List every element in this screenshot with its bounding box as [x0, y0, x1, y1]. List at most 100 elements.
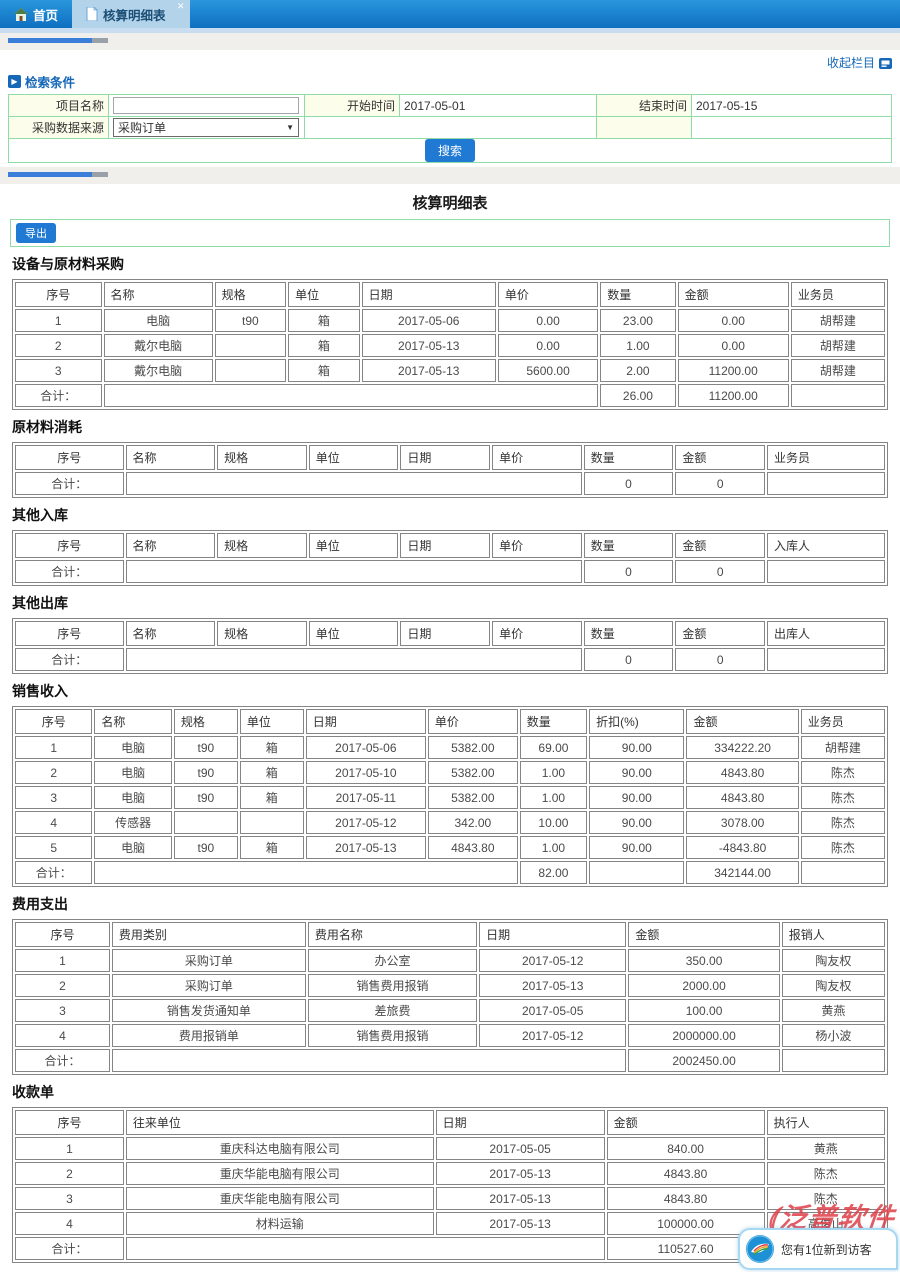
column-header: 往来单位: [125, 1110, 434, 1135]
column-header: 日期: [400, 445, 491, 470]
header-row: 序号 名称 规格 单位 日期 单价 数量 金额 业务员: [15, 445, 885, 470]
column-header: 出库人: [766, 621, 885, 646]
column-header: 日期: [361, 282, 496, 307]
table-row: 3 戴尔电脑 箱 2017-05-13 5600.00 2.00 11200.00 胡帮建: [15, 359, 885, 382]
export-button[interactable]: 导出: [16, 223, 56, 243]
column-header: 金额: [686, 709, 799, 734]
column-header: 业务员: [766, 445, 885, 470]
criteria-arrow-icon: ▶: [8, 75, 21, 88]
table-cell: 采购订单: [111, 974, 306, 997]
table-cell: 2: [15, 334, 102, 357]
table-cell: 2017-05-12: [479, 949, 627, 972]
column-header: 入库人: [766, 533, 885, 558]
total-cell: [125, 472, 582, 495]
tab-home[interactable]: 首页: [0, 0, 72, 28]
section-title-4: 销售收入: [12, 683, 68, 699]
empty-cell: [304, 116, 597, 139]
table-cell: 2: [15, 761, 93, 784]
total-cell: 0: [583, 648, 674, 671]
table-cell: 840.00: [606, 1137, 765, 1160]
search-button[interactable]: 搜索: [424, 139, 475, 162]
table-cell: 90.00: [589, 811, 685, 834]
table-cell: 3: [15, 786, 93, 809]
table-cell: 0.00: [677, 309, 789, 332]
horizontal-scrollbar-2[interactable]: [8, 172, 108, 177]
table-cell: [239, 811, 304, 834]
column-header: 金额: [675, 445, 765, 470]
criteria-table: 项目名称 开始时间 2017-05-01 结束时间 2017-05-15 采购数…: [8, 94, 892, 163]
project-name-input[interactable]: [113, 97, 299, 114]
column-header: 金额: [675, 621, 765, 646]
table-cell: 350.00: [628, 949, 780, 972]
header-row: 序号 费用类别 费用名称 日期 金额 报销人: [15, 922, 885, 947]
column-header: 序号: [15, 282, 102, 307]
table-cell: 箱: [239, 736, 304, 759]
column-header: 日期: [435, 1110, 605, 1135]
criteria-header: ▶ 检索条件: [0, 70, 900, 94]
horizontal-scrollbar[interactable]: [8, 38, 108, 43]
table-cell: [173, 811, 238, 834]
table-row: 4 费用报销单 销售费用报销 2017-05-12 2000000.00 杨小波: [15, 1024, 885, 1047]
table-cell: 100.00: [628, 999, 780, 1022]
header-row: 序号 名称 规格 单位 日期 单价 数量 金额 出库人: [15, 621, 885, 646]
table-row: 3 电脑 t90 箱 2017-05-11 5382.00 1.00 90.00 4843.80…: [15, 786, 885, 809]
table-row: 2 电脑 t90 箱 2017-05-10 5382.00 1.00 90.00 4843.80…: [15, 761, 885, 784]
data-table-4: 序号 名称 规格 单位 日期 单价 数量 折扣(%) 金额 业务员 1 电脑 t90 箱 2017-05-0…: [12, 706, 888, 887]
purchase-source-label: 采购数据来源: [8, 116, 109, 139]
data-table-0: 序号 名称 规格 单位 日期 单价 数量 金额 业务员 1 电脑 t90 箱 2017-05-06 0.00…: [12, 279, 888, 410]
table-cell: 重庆华能电脑有限公司: [125, 1162, 434, 1185]
purchase-source-select[interactable]: 采购订单 ▼: [113, 118, 299, 137]
total-row: 合计： 2002450.00: [15, 1049, 885, 1072]
tab-report[interactable]: 核算明细表 ✕: [72, 0, 190, 28]
table-cell: 陈杰: [766, 1162, 885, 1185]
table-cell: 5382.00: [427, 761, 518, 784]
section-title-0: 设备与原材料采购: [12, 256, 124, 272]
column-header: 数量: [600, 282, 676, 307]
collapse-row: 收起栏目: [0, 50, 900, 70]
table-cell: 陈杰: [766, 1187, 885, 1210]
table-cell: 4843.80: [686, 786, 799, 809]
column-header: 单位: [308, 533, 399, 558]
empty-label-cell: [596, 116, 692, 139]
collapse-icon[interactable]: [879, 58, 892, 72]
table-cell: 2017-05-05: [479, 999, 627, 1022]
table-cell: 陈杰: [800, 786, 885, 809]
collapse-columns-link[interactable]: 收起栏目: [826, 56, 875, 70]
visitor-popup[interactable]: 您有1位新到访客: [738, 1228, 898, 1270]
start-time-value[interactable]: 2017-05-01: [399, 94, 597, 117]
start-time-label: 开始时间: [304, 94, 400, 117]
project-name-cell: [108, 94, 305, 117]
table-cell: 采购订单: [111, 949, 306, 972]
end-time-value[interactable]: 2017-05-15: [691, 94, 892, 117]
table-cell: 334222.20: [686, 736, 799, 759]
tab-close-icon[interactable]: ✕: [176, 1, 185, 11]
table-row: 5 电脑 t90 箱 2017-05-13 4843.80 1.00 90.00 -4843.8…: [15, 836, 885, 859]
table-cell: 3078.00: [686, 811, 799, 834]
table-cell: 3: [15, 359, 102, 382]
table-cell: 90.00: [589, 836, 685, 859]
data-table-3: 序号 名称 规格 单位 日期 单价 数量 金额 出库人 合计： 0 0: [12, 618, 888, 674]
total-cell: 合计：: [15, 560, 124, 583]
column-header: 单位: [308, 445, 399, 470]
table-cell: 材料运输: [125, 1212, 434, 1235]
home-icon: [14, 7, 28, 21]
table-cell: 1: [15, 309, 102, 332]
table-cell: 箱: [239, 761, 304, 784]
table-cell: 办公室: [307, 949, 478, 972]
table-row: 1 重庆科达电脑有限公司 2017-05-05 840.00 黄燕: [15, 1137, 885, 1160]
table-cell: 费用报销单: [111, 1024, 306, 1047]
total-cell: 0: [675, 560, 765, 583]
table-cell: 黄燕: [766, 1137, 885, 1160]
table-row: 1 采购订单 办公室 2017-05-12 350.00 陶友权: [15, 949, 885, 972]
header-row: 序号 名称 规格 单位 日期 单价 数量 金额 业务员: [15, 282, 885, 307]
column-header: 序号: [15, 709, 93, 734]
table-cell: 电脑: [94, 786, 172, 809]
criteria-label: 检索条件: [25, 76, 76, 90]
column-header: 金额: [677, 282, 789, 307]
table-cell: 4: [15, 811, 93, 834]
column-header: 名称: [94, 709, 172, 734]
table-cell: 2017-05-10: [305, 761, 426, 784]
table-cell: 5382.00: [427, 736, 518, 759]
table-row: 3 销售发货通知单 差旅费 2017-05-05 100.00 黄燕: [15, 999, 885, 1022]
table-cell: t90: [214, 309, 287, 332]
